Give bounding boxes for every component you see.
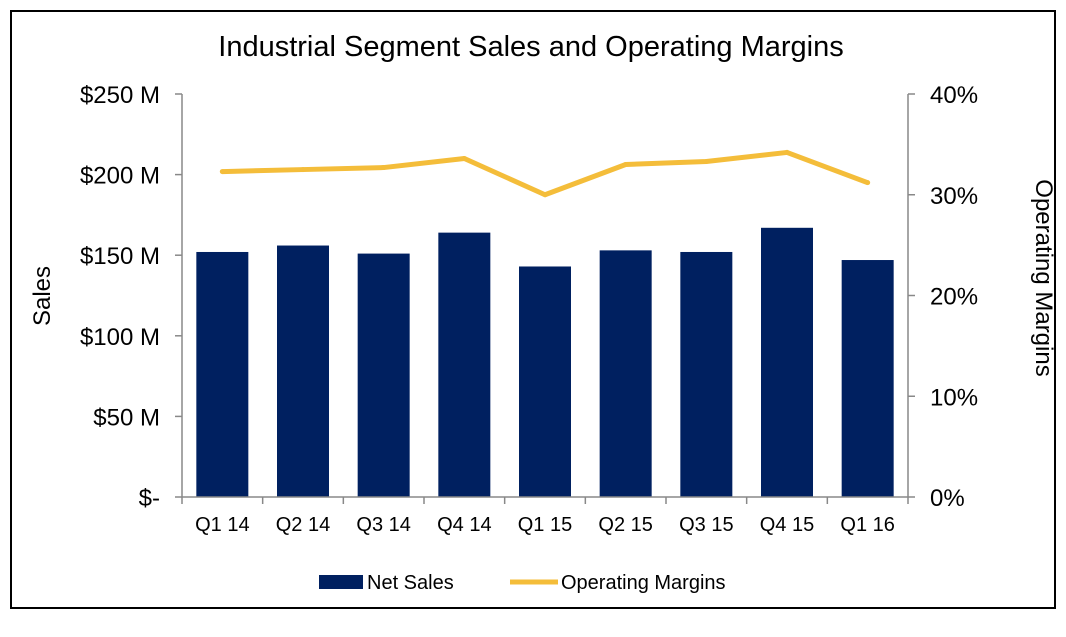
legend-swatch-net-sales	[319, 575, 363, 589]
bar-7	[761, 227, 813, 497]
y-right-tick-label-4: 40%	[930, 82, 978, 109]
y-left-axis-label: Sales	[29, 266, 56, 326]
y-left-tick-label-3: $150 M	[80, 243, 160, 270]
line-point-0	[219, 169, 225, 175]
line-point-7	[784, 149, 790, 155]
y-left-tick-label-4: $200 M	[80, 163, 160, 190]
bar-4	[519, 266, 571, 497]
y-left-tick-label-0: $-	[139, 485, 160, 512]
line-point-6	[703, 159, 709, 165]
line-point-4	[542, 192, 548, 198]
series-line-operating-margins	[222, 149, 869, 198]
x-tick-label-3: Q4 14	[437, 514, 491, 536]
x-tick-label-0: Q1 14	[195, 514, 249, 536]
y-left-tick-label-1: $50 M	[93, 404, 160, 431]
bar-0	[196, 251, 249, 497]
line-point-8	[865, 180, 871, 186]
y-right-tick-label-2: 20%	[930, 284, 978, 311]
y-right-axis-label: Operating Margins	[1030, 179, 1057, 376]
bar-3	[438, 232, 491, 497]
y-right-tick-label-3: 30%	[930, 183, 978, 210]
legend-label-operating-margins: Operating Margins	[561, 572, 726, 594]
legend-label-net-sales: Net Sales	[367, 572, 454, 594]
line-point-3	[461, 155, 467, 161]
x-tick-label-8: Q1 16	[840, 514, 894, 536]
bar-6	[680, 251, 733, 497]
bar-1	[277, 245, 329, 497]
x-tick-label-2: Q3 14	[356, 514, 410, 536]
y-right-tick-label-0: 0%	[930, 485, 965, 512]
y-left-tick-label-5: $250 M	[80, 82, 160, 109]
line-point-5	[623, 162, 629, 168]
line-point-1	[300, 167, 306, 173]
x-tick-label-7: Q4 15	[760, 514, 814, 536]
line-point-2	[381, 165, 387, 171]
y-right-tick-label-1: 10%	[930, 384, 978, 411]
legend: Net Sales Operating Margins	[319, 572, 726, 594]
chart-title: Industrial Segment Sales and Operating M…	[218, 31, 843, 63]
x-tick-label-6: Q3 15	[679, 514, 733, 536]
x-tick-label-1: Q2 14	[276, 514, 330, 536]
x-tick-label-5: Q2 15	[598, 514, 652, 536]
plot-area: $- $50 M $100 M $150 M $200 M $250 M 0% 10% 20% 3…	[80, 82, 978, 536]
bar-2	[357, 253, 410, 497]
bar-8	[841, 260, 894, 497]
x-tick-label-4: Q1 15	[518, 514, 572, 536]
bar-5	[599, 250, 652, 497]
y-left-tick-label-2: $100 M	[80, 324, 160, 351]
